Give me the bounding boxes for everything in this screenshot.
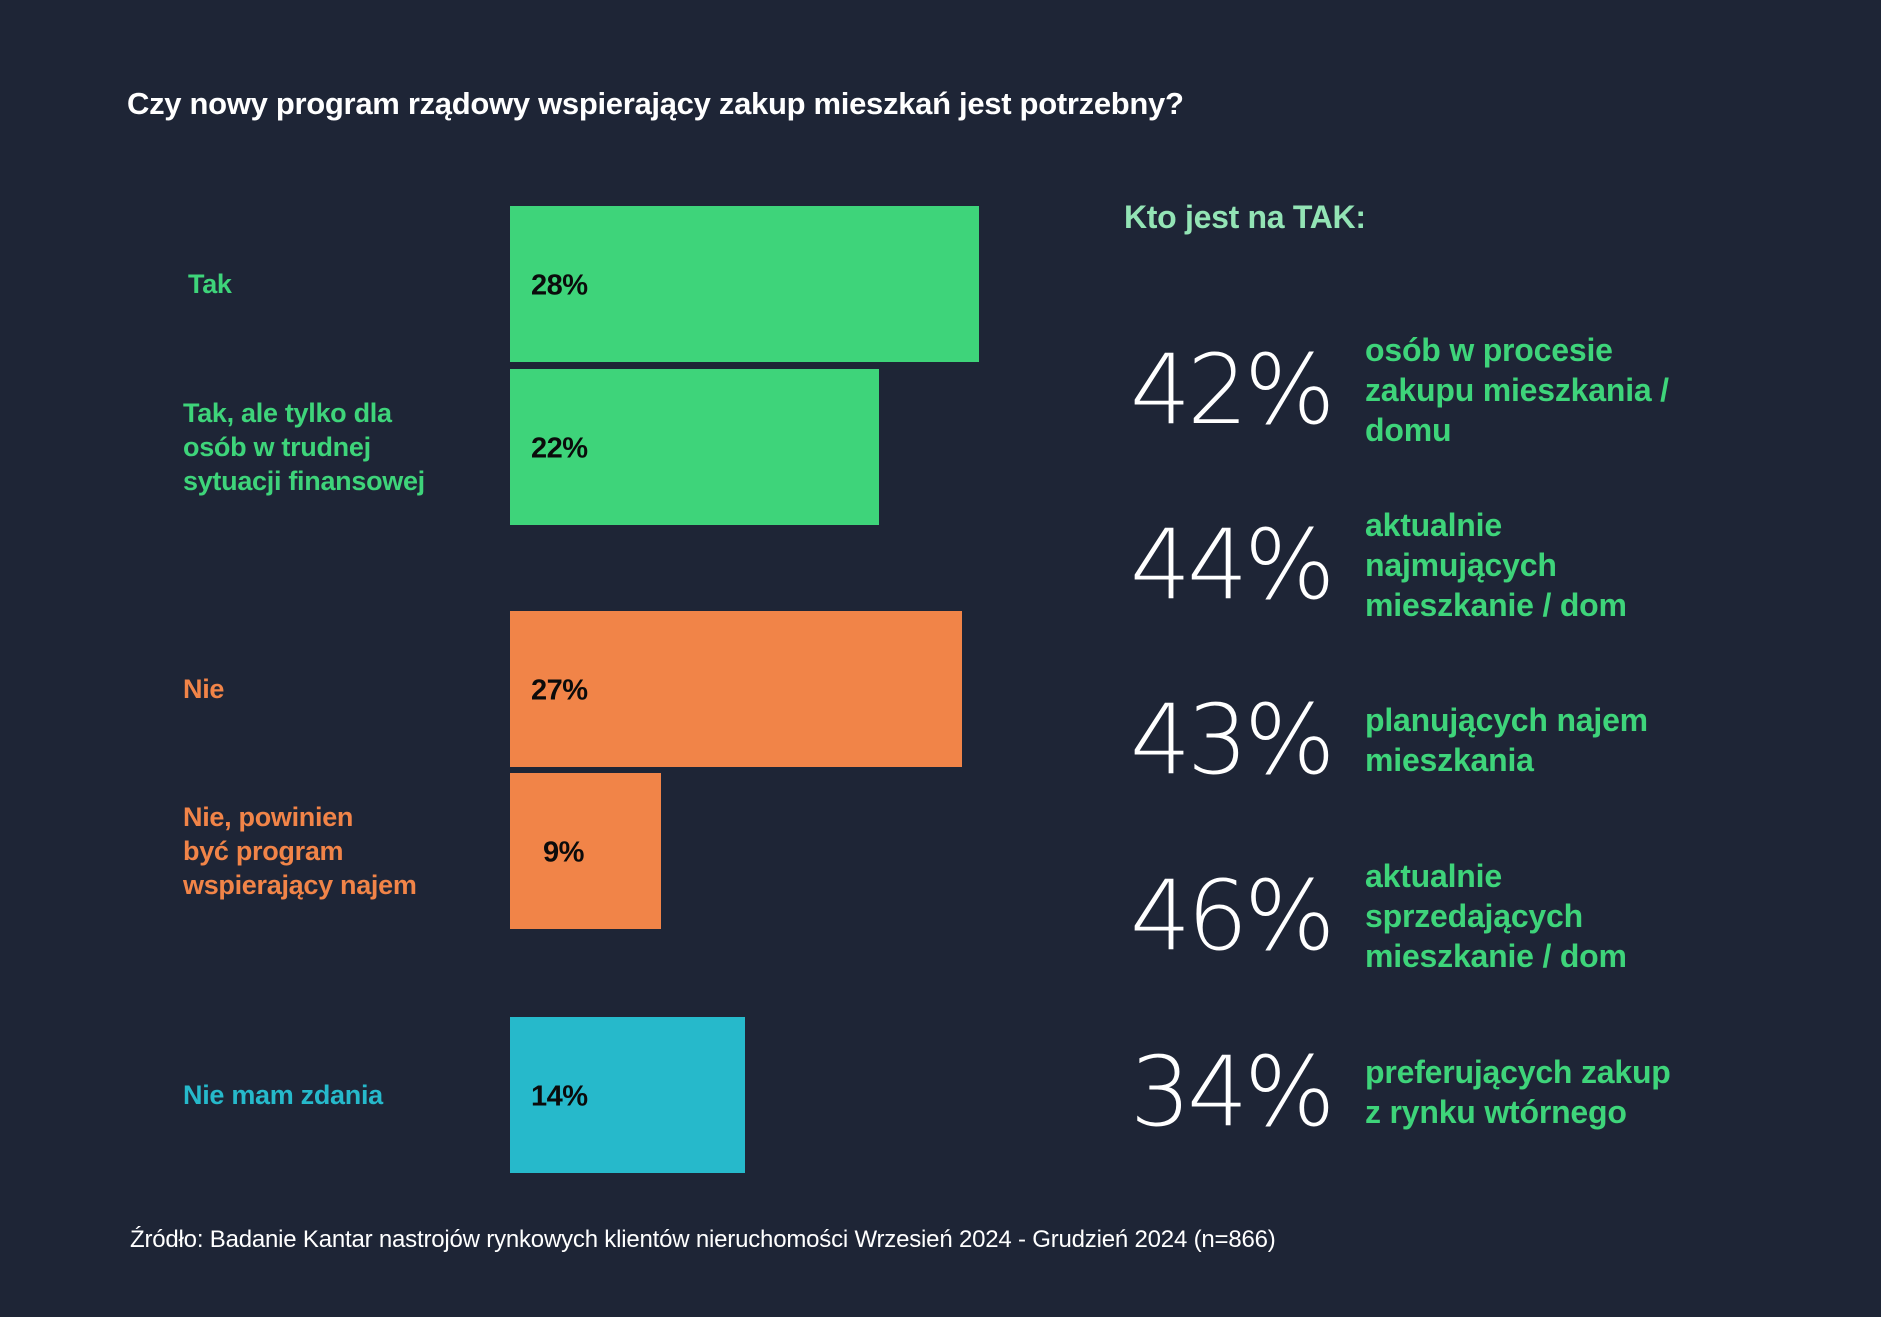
stat-value: 43% [1130, 684, 1335, 796]
category-label-line: Nie, powinien [183, 802, 354, 832]
category-label: Nie [183, 672, 224, 706]
stat-row: 34% preferujących zakup z rynku wtórnego [1130, 1017, 1770, 1167]
category-label: Nie mam zdania [183, 1078, 383, 1112]
category-label-line: osób w trudnej [183, 432, 371, 462]
category-label-line: sytuacji finansowej [183, 466, 425, 496]
category-label-line: Nie [183, 674, 225, 704]
stat-row: 44% aktualnie najmujących mieszkanie / dom [1130, 490, 1770, 640]
stat-description-line: mieszkania [1365, 742, 1534, 778]
bar-value-label: 9% [543, 836, 584, 869]
stat-description-line: zakupu mieszkania / [1365, 372, 1669, 408]
stat-value: 34% [1130, 1036, 1335, 1148]
bar [510, 369, 879, 525]
category-label-line: Nie mam zdania [183, 1080, 383, 1110]
bar-value-label: 14% [531, 1080, 588, 1113]
bar-value-label: 22% [531, 432, 588, 465]
stat-description: aktualnie sprzedających mieszkanie / dom [1365, 856, 1627, 976]
bar-value-label: 27% [531, 674, 588, 707]
stat-description-line: najmujących [1365, 547, 1557, 583]
stat-value: 46% [1130, 860, 1335, 972]
stat-description-line: aktualnie [1365, 858, 1502, 894]
category-label: Tak [188, 267, 232, 301]
stat-value: 44% [1130, 509, 1335, 621]
bar [510, 1017, 745, 1173]
stat-row: 43% planujących najem mieszkania [1130, 665, 1770, 815]
stat-description: osób w procesie zakupu mieszkania / domu [1365, 330, 1669, 450]
category-label: Nie, powinien być program wspierający naje… [183, 800, 417, 902]
stat-row: 42% osób w procesie zakupu mieszkania / dom… [1130, 315, 1770, 465]
bar [510, 611, 963, 767]
stat-description-line: sprzedających [1365, 898, 1583, 934]
stat-description-line: z rynku wtórnego [1365, 1094, 1627, 1130]
stat-description: preferujących zakup z rynku wtórnego [1365, 1052, 1671, 1132]
stat-description-line: preferujących zakup [1365, 1054, 1671, 1090]
stat-description-line: aktualnie [1365, 507, 1502, 543]
stat-description-line: osób w procesie [1365, 332, 1613, 368]
side-panel-heading: Kto jest na TAK: [1124, 199, 1366, 235]
stat-description-line: domu [1365, 412, 1452, 448]
bar [510, 773, 661, 929]
stat-description-line: mieszkanie / dom [1365, 587, 1627, 623]
stat-row: 46% aktualnie sprzedających mieszkanie / do… [1130, 841, 1770, 991]
stat-description-line: planujących najem [1365, 702, 1648, 738]
category-label-line: wspierający najem [183, 870, 417, 900]
chart-title: Czy nowy program rządowy wspierający zak… [127, 86, 1184, 121]
source-note: Źródło: Badanie Kantar nastrojów rynkowy… [130, 1226, 1276, 1253]
stat-description: aktualnie najmujących mieszkanie / dom [1365, 505, 1627, 625]
bar-value-label: 28% [531, 269, 588, 302]
bar [510, 206, 979, 362]
category-label-line: być program [183, 836, 344, 866]
category-label-line: Tak [188, 269, 232, 299]
category-label-line: Tak, ale tylko dla [183, 398, 392, 428]
stat-value: 42% [1130, 334, 1335, 446]
stat-description-line: mieszkanie / dom [1365, 938, 1627, 974]
category-label: Tak, ale tylko dla osób w trudnej sytuacji… [183, 396, 425, 498]
stat-description: planujących najem mieszkania [1365, 700, 1648, 780]
